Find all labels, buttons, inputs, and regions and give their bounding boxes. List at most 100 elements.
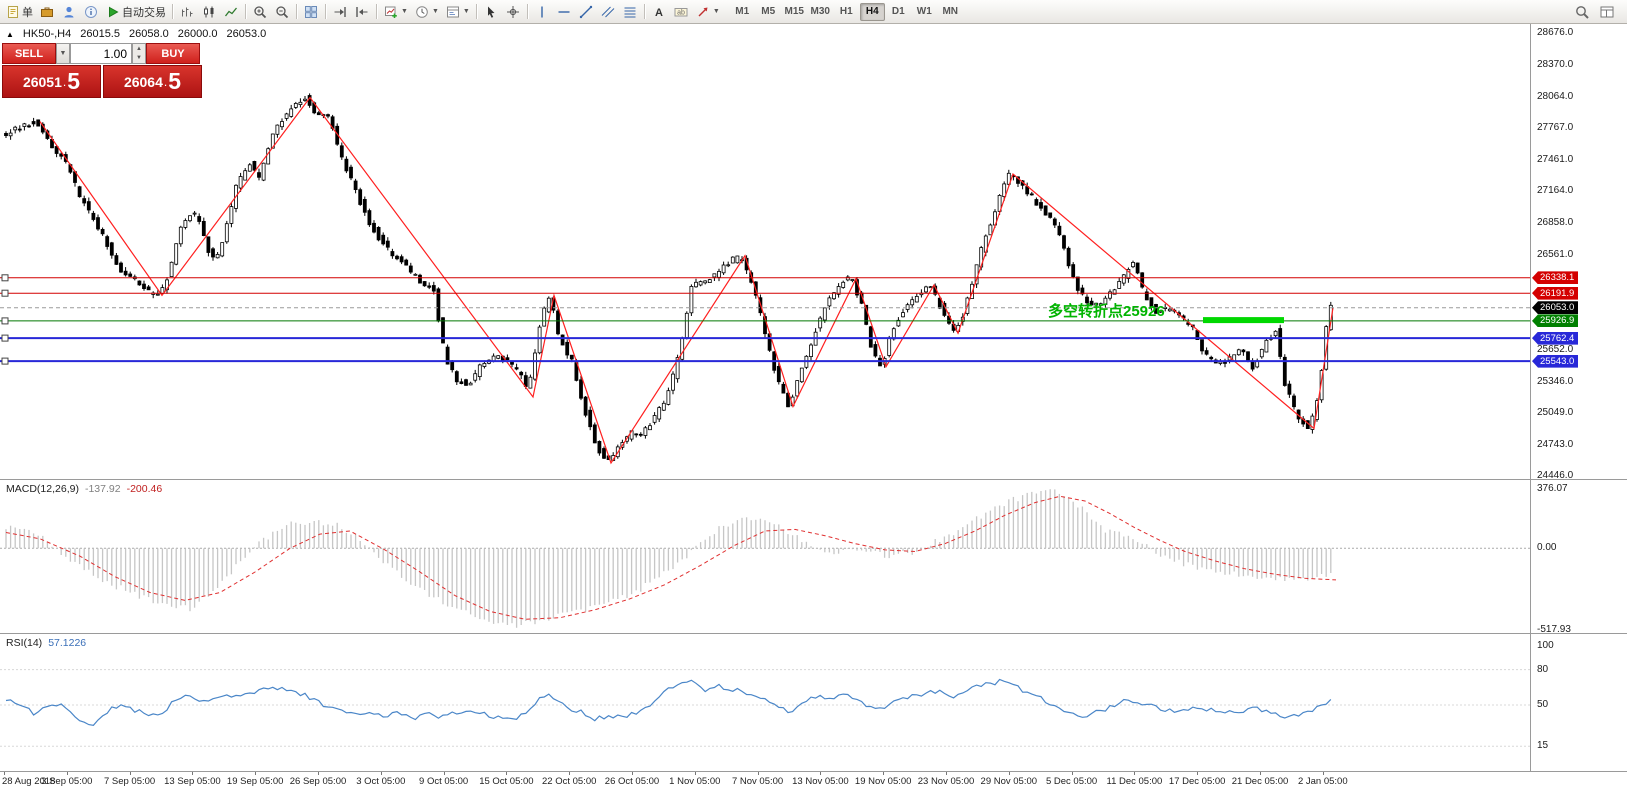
text-tool-button[interactable]: A bbox=[649, 2, 670, 22]
rsi-header: RSI(14) 57.1226 bbox=[6, 637, 86, 649]
candle-mode-button[interactable] bbox=[199, 2, 220, 22]
buy-button[interactable]: BUY bbox=[146, 43, 200, 64]
toolbar-separator bbox=[245, 4, 247, 19]
time-tick bbox=[1197, 772, 1199, 775]
timeframe-m1[interactable]: M1 bbox=[735, 6, 750, 17]
volume-down-icon[interactable]: ▼ bbox=[136, 55, 142, 62]
price-chart-plot[interactable]: 多空转折点25926 bbox=[0, 24, 1530, 480]
navigator-button[interactable] bbox=[59, 2, 80, 22]
briefcase-icon bbox=[40, 5, 54, 19]
crosshair-tool-button[interactable] bbox=[503, 2, 524, 22]
time-axis[interactable]: 28 Aug 2018 3 Sep 05:00 7 Sep 05:00 13 Sep … bbox=[0, 772, 1627, 790]
time-label: 15 Oct 05:00 bbox=[479, 776, 534, 787]
timeframe-mn[interactable]: MN bbox=[942, 6, 959, 17]
sell-price[interactable]: 26051. 5 bbox=[2, 65, 101, 98]
horizontal-line-tool-button[interactable] bbox=[554, 2, 575, 22]
current-price-tag: 26053.0 bbox=[1532, 301, 1579, 315]
volume-up-icon[interactable]: ▲ bbox=[136, 45, 142, 52]
rsi-axis-tick: 100 bbox=[1537, 640, 1554, 651]
volume-dropdown[interactable]: ▼ bbox=[56, 43, 70, 64]
rsi-line bbox=[5, 678, 1332, 726]
toolbar-separator bbox=[376, 4, 378, 19]
volume-stepper[interactable]: ▲ ▼ bbox=[132, 43, 146, 64]
autotrade-button[interactable]: 自动交易 bbox=[103, 2, 169, 22]
price-axis[interactable]: 28676.0 28370.0 28064.0 27767.0 27461.0 27164… bbox=[1532, 24, 1626, 481]
tile-icon bbox=[304, 5, 318, 19]
sell-button[interactable]: SELL bbox=[2, 43, 56, 64]
auto-scroll-button[interactable] bbox=[330, 2, 351, 22]
timeframe-d1[interactable]: D1 bbox=[891, 6, 905, 17]
search-button[interactable] bbox=[1572, 2, 1593, 22]
timeframe-m5[interactable]: M5 bbox=[761, 6, 776, 17]
line-mode-button[interactable] bbox=[221, 2, 242, 22]
new-order-label: 单 bbox=[22, 6, 33, 19]
channel-tool-button[interactable] bbox=[598, 2, 619, 22]
buy-price[interactable]: 26064. 5 bbox=[103, 65, 202, 98]
templates-button[interactable]: ▼ bbox=[443, 2, 473, 22]
rsi-plot[interactable] bbox=[0, 634, 1530, 772]
time-label: 7 Nov 05:00 bbox=[731, 776, 784, 787]
new-order-button[interactable]: 单 bbox=[3, 2, 36, 22]
macd-axis-tick: -517.93 bbox=[1537, 624, 1571, 635]
time-tick bbox=[380, 772, 382, 775]
time-label: 13 Nov 05:00 bbox=[792, 776, 849, 787]
macd-axis-tick: 0.00 bbox=[1537, 542, 1557, 554]
time-label: 13 Sep 05:00 bbox=[164, 776, 221, 787]
horizontal-level-lines[interactable] bbox=[0, 274, 1530, 365]
tile-windows-button[interactable] bbox=[301, 2, 322, 22]
chevron-down-icon: ▼ bbox=[712, 8, 720, 15]
macd-panel[interactable]: MACD(12,26,9) -137.92 -200.46 376.07 0.00… bbox=[0, 480, 1627, 635]
fibonacci-tool-button[interactable] bbox=[620, 2, 641, 22]
cursor-tool-button[interactable] bbox=[481, 2, 502, 22]
label-tool-button[interactable]: ab bbox=[671, 2, 692, 22]
layout-button[interactable] bbox=[1597, 2, 1618, 22]
macd-axis[interactable]: 376.07 0.00 -517.93 bbox=[1532, 480, 1626, 635]
trendline-icon bbox=[579, 5, 593, 19]
ohlc-close: 26053.0 bbox=[226, 28, 267, 40]
toolbar-separator bbox=[296, 4, 298, 19]
candlestick-series[interactable] bbox=[4, 93, 1333, 462]
price-chart-panel[interactable]: ▲ HK50-,H4 26015.5 26058.0 26000.0 26053… bbox=[0, 24, 1627, 481]
time-tick bbox=[506, 772, 508, 775]
ohlc-open: 26015.5 bbox=[80, 28, 120, 40]
autotrade-label: 自动交易 bbox=[122, 6, 166, 19]
timeframe-m15[interactable]: M15 bbox=[784, 6, 804, 17]
volume-input[interactable] bbox=[70, 43, 132, 64]
candles-icon bbox=[202, 5, 216, 19]
zigzag-line[interactable] bbox=[39, 96, 1334, 465]
time-tick bbox=[66, 772, 68, 775]
zoom-in-button[interactable] bbox=[250, 2, 271, 22]
turning-point-annotation: 多空转折点25926 bbox=[1048, 302, 1165, 320]
timeframe-h1[interactable]: H1 bbox=[839, 6, 853, 17]
turning-point-highlight[interactable]: 多空转折点25926 bbox=[1048, 302, 1284, 324]
chart-shift-button[interactable] bbox=[352, 2, 373, 22]
macd-histogram bbox=[5, 489, 1332, 628]
macd-signal-value: -200.46 bbox=[126, 483, 163, 495]
time-label: 1 Nov 05:00 bbox=[669, 776, 721, 787]
timeframe-m30[interactable]: M30 bbox=[810, 6, 830, 17]
zoom-out-button[interactable] bbox=[272, 2, 293, 22]
rsi-axis[interactable]: 100 80 50 15 bbox=[1532, 634, 1626, 771]
macd-plot[interactable] bbox=[0, 480, 1530, 634]
trendline-tool-button[interactable] bbox=[576, 2, 597, 22]
vertical-line-tool-button[interactable] bbox=[532, 2, 553, 22]
timeframe-w1[interactable]: W1 bbox=[916, 6, 932, 17]
bar-chart-mode-button[interactable] bbox=[177, 2, 198, 22]
svg-text:ab: ab bbox=[677, 9, 685, 16]
level-price-tag: 26338.1 bbox=[1532, 271, 1579, 285]
help-button[interactable] bbox=[81, 2, 102, 22]
shapes-tool-button[interactable]: ▼ bbox=[693, 2, 723, 22]
market-watch-button[interactable] bbox=[37, 2, 58, 22]
crosshair-icon bbox=[506, 5, 520, 19]
new-chart-button[interactable]: ▼ bbox=[381, 2, 411, 22]
time-label: 26 Oct 05:00 bbox=[604, 776, 660, 787]
periods-button[interactable]: ▼ bbox=[412, 2, 442, 22]
user-icon bbox=[62, 5, 76, 19]
chart-ohlc-line: ▲ HK50-,H4 26015.5 26058.0 26000.0 26053… bbox=[6, 28, 266, 40]
timeframe-h4[interactable]: H4 bbox=[859, 2, 885, 21]
time-tick bbox=[1071, 772, 1073, 775]
new-chart-icon bbox=[384, 5, 398, 19]
clock-icon bbox=[415, 5, 429, 19]
rsi-panel[interactable]: RSI(14) 57.1226 100 80 50 15 bbox=[0, 634, 1627, 772]
arrow-tools-icon bbox=[696, 5, 710, 19]
